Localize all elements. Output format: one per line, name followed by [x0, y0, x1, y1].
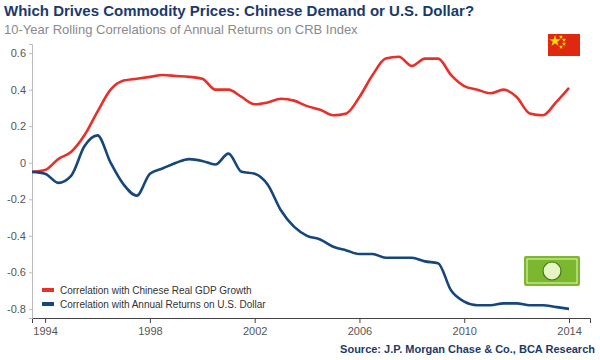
series-line: [32, 57, 569, 172]
bill-body: [524, 256, 580, 286]
legend-swatch: [42, 302, 54, 306]
y-tick-label: 0.4: [11, 84, 26, 96]
flag-star: [562, 42, 566, 46]
y-tick-label: -0.8: [7, 303, 26, 315]
flag-star: [562, 38, 566, 42]
x-tick: 1994: [33, 318, 57, 337]
plot-area: [32, 57, 569, 309]
title: Which Drives Commodity Prices: Chinese D…: [4, 2, 474, 19]
source-note: Source: J.P. Morgan Chase & Co., BCA Res…: [340, 343, 595, 355]
chart-svg: Which Drives Commodity Prices: Chinese D…: [0, 0, 600, 360]
y-tick: 0.4: [11, 84, 32, 96]
x-axis: 1994 1998 2002 2006 2010 2014: [33, 318, 591, 337]
x-tick: 2002: [243, 318, 267, 337]
y-tick-mark: [29, 199, 32, 200]
x-tick-label: 2002: [243, 325, 267, 337]
legend-label: Correlation with Chinese Real GDP Growth: [60, 285, 252, 296]
x-tick: 2010: [453, 318, 477, 337]
x-tick-label: 2006: [348, 325, 372, 337]
dollar-bill-icon: [524, 256, 580, 286]
china-flag-icon: [548, 34, 580, 56]
flag-star: [549, 35, 560, 46]
y-tick-mark: [29, 272, 32, 273]
y-tick-label: -0.6: [7, 266, 26, 278]
legend-item: Correlation with Annual Returns on U.S. …: [42, 299, 266, 310]
x-tick-mark: [569, 318, 570, 323]
bill-border: [527, 259, 577, 283]
y-tick: 0.6: [11, 47, 32, 59]
icons: [524, 34, 580, 286]
y-tick: -0.2: [7, 193, 32, 205]
x-tick-label: 1994: [33, 325, 57, 337]
flag-field: [548, 34, 580, 56]
y-tick: -0.6: [7, 266, 32, 278]
y-tick-label: 0: [20, 157, 26, 169]
x-tick-label: 2010: [453, 325, 477, 337]
y-tick-mark: [29, 309, 32, 310]
y-tick-label: 0.6: [11, 47, 26, 59]
legend-item: Correlation with Chinese Real GDP Growth: [42, 285, 252, 296]
y-tick-label: -0.4: [7, 230, 26, 242]
y-tick: 0.2: [11, 120, 32, 132]
x-tick-mark: [150, 318, 151, 323]
y-tick: 0: [20, 157, 32, 169]
x-tick: 2006: [348, 318, 372, 337]
y-axis: -0.8 -0.6 -0.4 -0.2 0 0.2 0.4 0.6: [7, 45, 32, 319]
series-line: [32, 135, 569, 309]
flag-star: [559, 35, 563, 39]
x-tick: 2014: [557, 318, 581, 337]
y-tick: -0.4: [7, 230, 32, 242]
x-tick-mark: [464, 318, 465, 323]
y-axis-line: [29, 45, 33, 319]
y-tick-mark: [29, 126, 32, 127]
y-tick-mark: [29, 163, 32, 164]
legend-label: Correlation with Annual Returns on U.S. …: [60, 299, 266, 310]
x-tick-label: 1998: [138, 325, 162, 337]
x-tick-mark: [255, 318, 256, 323]
x-tick-mark: [45, 318, 46, 323]
subtitle: 10-Year Rolling Correlations of Annual R…: [4, 22, 358, 37]
chart-container: Which Drives Commodity Prices: Chinese D…: [0, 0, 600, 360]
y-tick-mark: [29, 90, 32, 91]
x-tick: 1998: [138, 318, 162, 337]
legend-swatch: [42, 288, 54, 292]
y-tick-label: 0.2: [11, 120, 26, 132]
y-tick-mark: [29, 236, 32, 237]
y-tick: -0.8: [7, 303, 32, 315]
x-tick-label: 2014: [557, 325, 581, 337]
bill-seal: [543, 262, 561, 280]
y-tick-label: -0.2: [7, 193, 26, 205]
x-tick-mark: [359, 318, 360, 323]
flag-star: [559, 45, 563, 49]
y-tick-mark: [29, 53, 32, 54]
x-axis-line: [33, 319, 591, 324]
legend: Correlation with Chinese Real GDP Growth…: [42, 285, 266, 310]
